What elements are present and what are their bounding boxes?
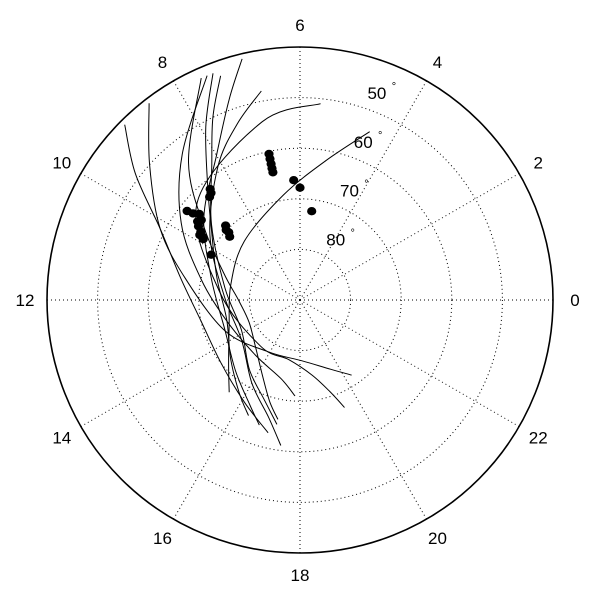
grid-spoke bbox=[299, 299, 427, 520]
track-line bbox=[203, 58, 260, 426]
hour-tick-label: 18 bbox=[291, 566, 310, 585]
data-point bbox=[289, 176, 299, 185]
track-line bbox=[228, 131, 370, 393]
polar-grid bbox=[46, 46, 554, 554]
grid-ring bbox=[147, 147, 453, 453]
grid-spoke bbox=[299, 299, 520, 427]
degree-symbol: ° bbox=[378, 130, 382, 142]
data-point bbox=[206, 250, 216, 259]
track-series bbox=[124, 58, 370, 446]
hour-tick-label: 0 bbox=[570, 291, 579, 310]
hour-tick-label: 20 bbox=[428, 529, 447, 548]
data-point bbox=[307, 207, 317, 216]
hour-tick-label: 2 bbox=[533, 154, 542, 173]
track-line bbox=[124, 124, 269, 434]
elevation-tick-label: 50 bbox=[367, 84, 386, 103]
degree-symbol: ° bbox=[364, 179, 368, 191]
track-line bbox=[195, 103, 345, 408]
grid-spoke bbox=[80, 299, 301, 427]
hour-tick-label: 8 bbox=[158, 53, 167, 72]
data-point bbox=[205, 192, 215, 202]
degree-symbol: ° bbox=[392, 81, 396, 93]
track-line bbox=[178, 75, 296, 397]
outer-boundary bbox=[46, 46, 554, 554]
data-point bbox=[268, 168, 278, 177]
marker-series bbox=[182, 149, 317, 259]
track-line bbox=[148, 103, 352, 376]
degree-symbol: ° bbox=[350, 227, 354, 239]
hour-tick-label: 16 bbox=[153, 529, 172, 548]
grid-ring bbox=[248, 248, 352, 352]
hour-tick-label: 14 bbox=[52, 429, 71, 448]
hour-tick-label: 4 bbox=[433, 53, 442, 72]
elevation-tick-label: 80 bbox=[326, 230, 345, 249]
data-point bbox=[182, 206, 192, 216]
hour-tick-label: 10 bbox=[52, 154, 71, 173]
data-point bbox=[198, 234, 208, 244]
hour-tick-label: 12 bbox=[16, 291, 35, 310]
grid-ring bbox=[198, 198, 402, 402]
elevation-tick-label: 70 bbox=[340, 182, 359, 201]
data-point bbox=[295, 183, 305, 192]
hour-tick-label: 6 bbox=[295, 16, 304, 35]
track-line bbox=[209, 90, 282, 446]
grid-spoke bbox=[173, 299, 301, 520]
elevation-tick-label: 60 bbox=[354, 133, 373, 152]
axis-labels: 0 2 4 6 8 10 12 14 16 18 20 22 80 ° 70 ° 60 ° 50 ° bbox=[16, 16, 580, 585]
track-line bbox=[205, 73, 249, 416]
data-point bbox=[225, 232, 235, 241]
hour-tick-label: 22 bbox=[529, 429, 548, 448]
grid-spoke bbox=[299, 80, 427, 301]
grid-spoke bbox=[80, 173, 301, 301]
track-line bbox=[210, 75, 278, 425]
grid-ring bbox=[97, 97, 503, 503]
track-line bbox=[187, 78, 279, 420]
